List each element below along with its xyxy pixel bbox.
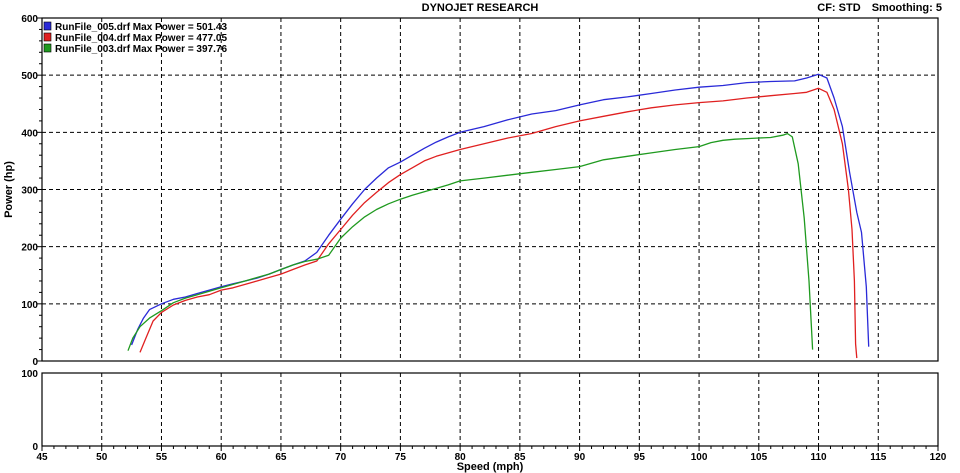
y-tick-label: 400 [21, 128, 38, 139]
y-axis-label: Power (hp) [3, 161, 15, 218]
x-tick-label: 70 [335, 452, 347, 463]
x-axis-label: Speed (mph) [457, 461, 524, 473]
y-tick-label: 300 [21, 186, 38, 197]
x-tick-label: 100 [691, 452, 708, 463]
legend-swatch-2 [43, 32, 52, 42]
legend-swatch-3 [43, 43, 52, 53]
lower-panel-frame [41, 372, 939, 447]
x-tick-label: 55 [156, 452, 168, 463]
y-tick-label: 600 [21, 14, 38, 25]
x-tick-label: 115 [870, 452, 887, 463]
smoothing-label: Smoothing: 5 [871, 2, 942, 14]
x-tick-label: 110 [810, 452, 827, 463]
chart-settings: CF: STD Smoothing: 5 [809, 2, 942, 14]
series-line-3 [127, 132, 814, 351]
x-tick-label: 80 [455, 452, 467, 463]
x-tick-label: 105 [750, 452, 767, 463]
x-tick-label: 60 [216, 452, 228, 463]
x-tick-label: 85 [514, 452, 526, 463]
x-tick-label: 90 [574, 452, 586, 463]
x-tick-label: 75 [395, 452, 407, 463]
chart-title: DYNOJET RESEARCH [421, 2, 539, 14]
series-line-2 [139, 87, 858, 359]
y-tick-label-lower: 0 [32, 442, 38, 453]
y-tick-label: 100 [21, 300, 38, 311]
cf-label: CF: STD [817, 2, 861, 14]
y-tick-label: 200 [21, 243, 38, 254]
x-tick-label: 65 [275, 452, 287, 463]
legend-entry-2: RunFile_004.drf Max Power = 477.05 [55, 33, 227, 44]
x-tick-label: 50 [96, 452, 108, 463]
legend-entry-3: RunFile_003.drf Max Power = 397.76 [55, 44, 227, 55]
x-tick-label: 45 [36, 452, 48, 463]
y-tick-label: 0 [32, 357, 38, 368]
x-tick-label: 95 [634, 452, 646, 463]
series-line-1 [130, 73, 870, 347]
y-tick-label: 500 [21, 71, 38, 82]
legend-swatch-1 [43, 21, 52, 31]
legend-entry-1: RunFile_005.drf Max Power = 501.43 [55, 22, 227, 33]
y-tick-label-lower: 100 [21, 369, 38, 380]
x-tick-label: 120 [930, 452, 947, 463]
